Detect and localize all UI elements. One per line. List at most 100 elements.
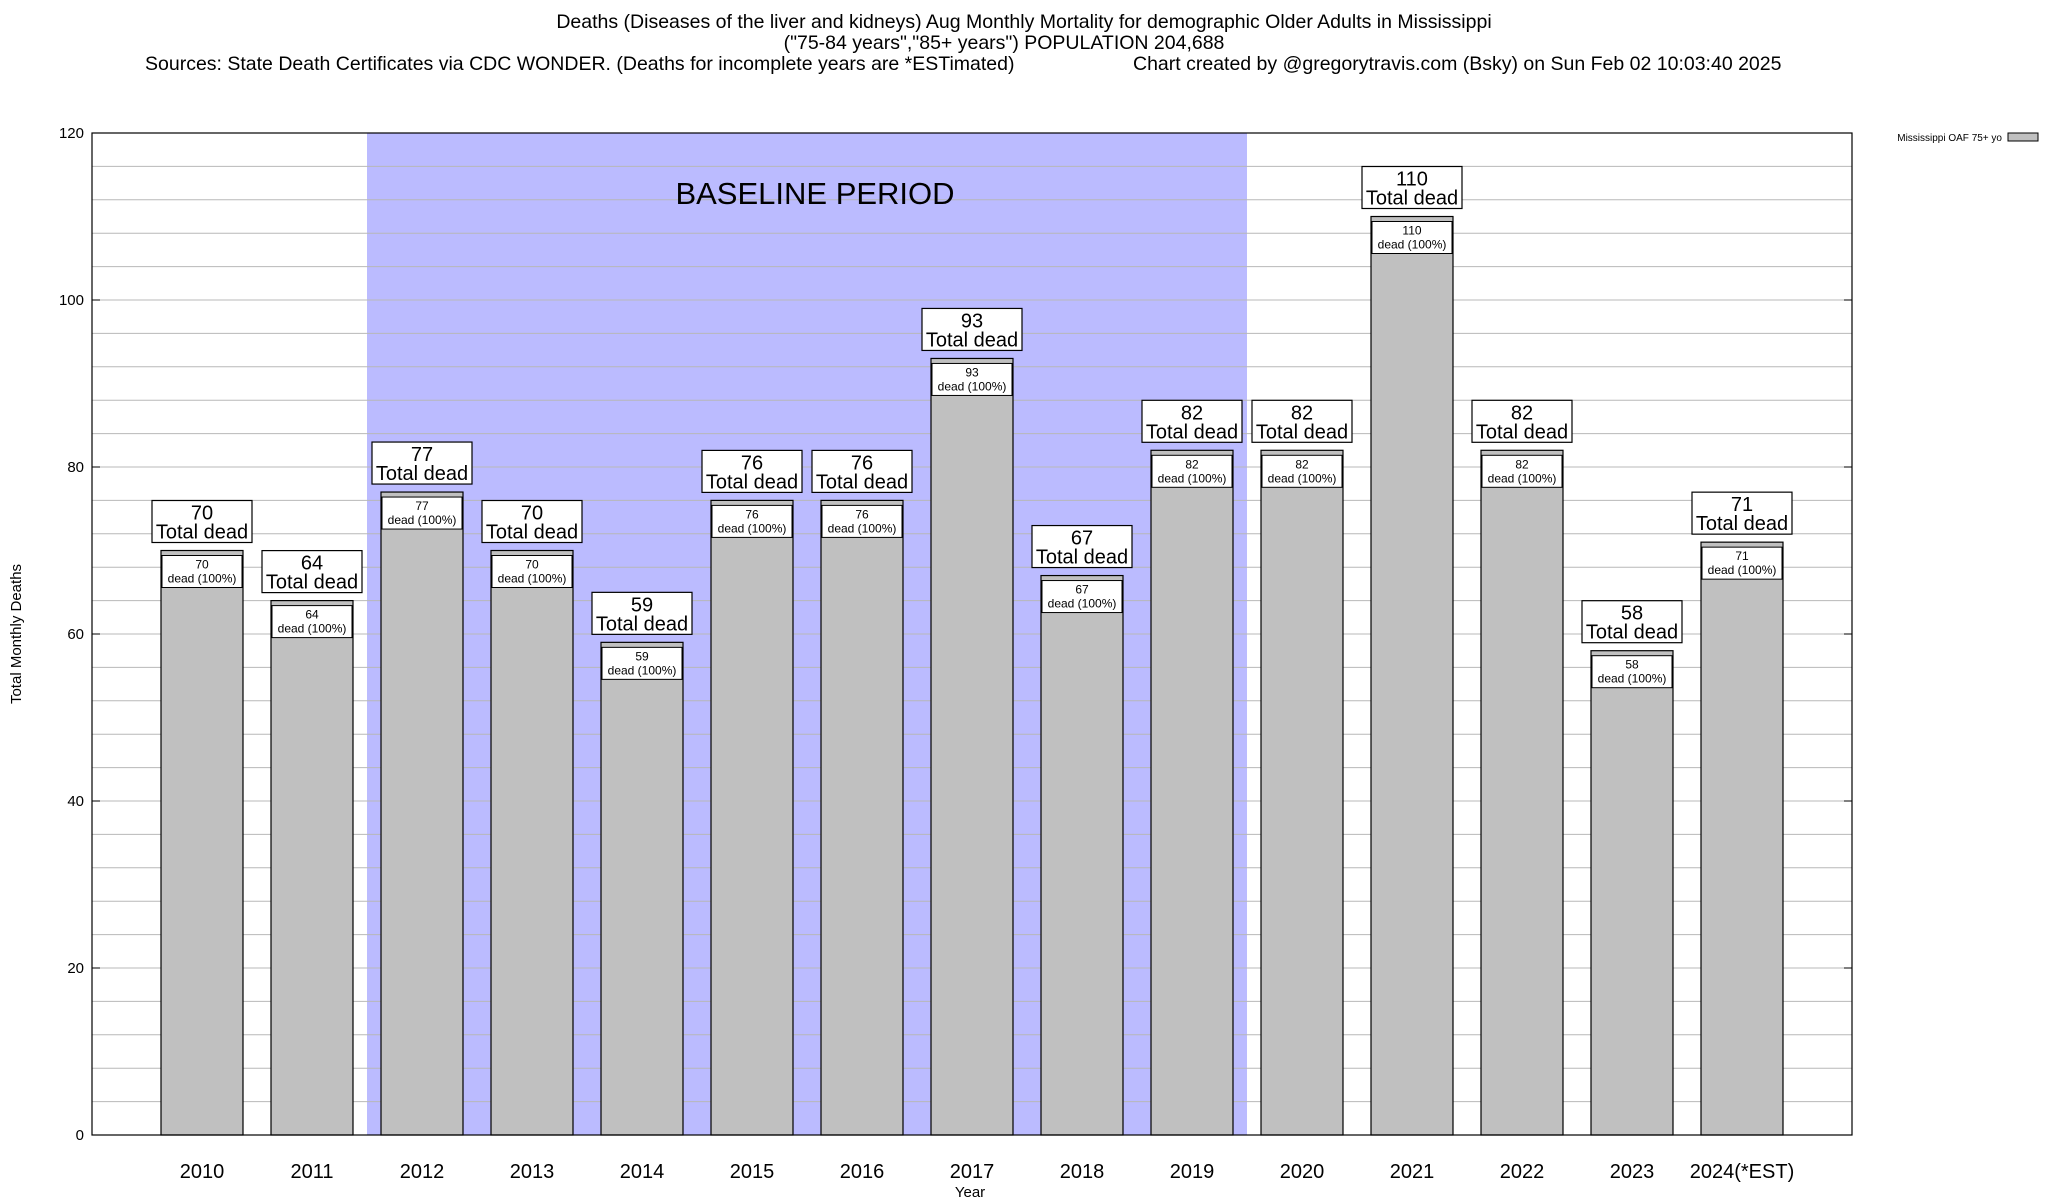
bar-inner-label-box <box>491 555 573 588</box>
bar-inner-value: 110 <box>1402 224 1421 238</box>
bar-total-label-box <box>1361 165 1463 210</box>
bar-inner-value: 58 <box>1625 658 1639 672</box>
bar-total-label: Total dead <box>1696 513 1788 535</box>
bar <box>930 357 1014 1136</box>
bar <box>820 499 904 1136</box>
y-tick-label: 100 <box>59 292 84 309</box>
y-tick-label: 40 <box>67 793 84 810</box>
bar <box>1370 215 1454 1136</box>
bar-total-value: 64 <box>301 553 323 575</box>
chart-titles: Deaths (Diseases of the liver and kidney… <box>0 12 2048 75</box>
x-tick-label: 2016 <box>840 1161 885 1183</box>
bar-total-label-box <box>1251 399 1353 443</box>
y-tick-label: 80 <box>67 459 84 476</box>
bar-total-value: 70 <box>521 503 543 525</box>
bar-inner-value: 77 <box>415 499 429 513</box>
bar <box>160 549 244 1136</box>
baseline-period-label: BASELINE PERIOD <box>675 176 954 211</box>
bar-total-value: 82 <box>1291 402 1313 424</box>
bar <box>1700 541 1784 1136</box>
bar-total-label: Total dead <box>156 522 248 544</box>
bar <box>1150 449 1234 1136</box>
bar-inner-label-box <box>1151 454 1233 488</box>
bar-inner-value: 70 <box>525 558 539 572</box>
bar-inner-value: 76 <box>745 507 759 521</box>
bar-inner-value: 59 <box>635 649 649 663</box>
bar-total-label: Total dead <box>1476 421 1568 443</box>
bar-inner-label-box <box>601 646 683 680</box>
y-tick-label: 20 <box>67 960 84 977</box>
bar-inner-value: 71 <box>1735 549 1749 563</box>
bar-total-label-box <box>1471 399 1573 443</box>
bar <box>490 549 574 1136</box>
chart-credit: Chart created by @gregorytravis.com (Bsk… <box>1133 53 1782 75</box>
bar-total-value: 67 <box>1071 528 1093 550</box>
bar-inner-label: dead (100%) <box>388 513 457 527</box>
bar-total-label-box <box>811 449 913 493</box>
plot-border <box>91 132 1853 1136</box>
bar-total-label-box <box>371 441 473 485</box>
y-axis-label: Total Monthly Deaths <box>8 564 25 704</box>
bar <box>380 491 464 1136</box>
bar-total-label: Total dead <box>376 463 468 485</box>
bar-inner-label: dead (100%) <box>278 622 347 636</box>
bar-inner-value: 76 <box>855 507 869 521</box>
x-tick-label: 2011 <box>290 1161 333 1183</box>
bar-total-label: Total dead <box>1036 547 1128 569</box>
bar-inner-label: dead (100%) <box>608 663 677 677</box>
bar-total-label-box <box>1581 600 1683 644</box>
bar-total-label-box <box>591 591 693 635</box>
bar-total-value: 58 <box>1621 603 1643 625</box>
bar-inner-label-box <box>711 504 793 538</box>
bar-inner-label: dead (100%) <box>498 572 567 586</box>
bar-inner-label-box <box>931 362 1013 396</box>
bar-inner-label: dead (100%) <box>1488 471 1557 485</box>
bar <box>710 499 794 1136</box>
bar-total-value: 71 <box>1731 494 1753 516</box>
bar-total-label: Total dead <box>1586 622 1678 644</box>
bar-total-label-box <box>1031 524 1133 569</box>
bar-total-value: 76 <box>851 452 873 474</box>
bar <box>1480 449 1564 1136</box>
bar-inner-label: dead (100%) <box>938 379 1007 393</box>
x-tick-label: 2017 <box>950 1161 995 1183</box>
bar-inner-label: dead (100%) <box>718 521 787 535</box>
bar-total-label-box <box>1141 399 1243 443</box>
chart-source-row: Sources: State Death Certificates via CD… <box>0 54 2048 75</box>
bar-total-label: Total dead <box>1366 188 1458 210</box>
x-axis-label: Year <box>955 1184 985 1200</box>
bar-inner-value: 70 <box>195 558 209 572</box>
bar-inner-label: dead (100%) <box>1268 471 1337 485</box>
bar-inner-label: dead (100%) <box>1708 563 1777 577</box>
bar-total-label: Total dead <box>266 572 358 594</box>
x-tick-label: 2015 <box>730 1161 775 1183</box>
x-tick-label: 2014 <box>620 1161 665 1183</box>
bar-total-value: 77 <box>411 444 433 466</box>
bar-inner-value: 64 <box>305 608 319 622</box>
bar <box>270 599 354 1136</box>
bar-inner-label-box <box>1041 580 1123 614</box>
bar-inner-label: dead (100%) <box>168 572 237 586</box>
x-tick-label: 2023 <box>1610 1161 1655 1183</box>
x-tick-label: 2022 <box>1500 1161 1545 1183</box>
bar-inner-label: dead (100%) <box>1048 597 1117 611</box>
x-tick-label: 2010 <box>180 1161 225 1183</box>
x-tick-label: 2020 <box>1280 1161 1325 1183</box>
bar-total-value: 59 <box>631 594 653 616</box>
x-tick-label: 2021 <box>1390 1161 1435 1183</box>
bar-inner-label-box <box>1481 454 1563 488</box>
x-tick-label: 2024(*EST) <box>1690 1161 1795 1183</box>
x-tick-label: 2018 <box>1060 1161 1105 1183</box>
legend-label: Mississippi OAF 75+ yo <box>1897 133 2002 144</box>
legend-swatch <box>2007 132 2039 142</box>
bar-total-value: 82 <box>1181 402 1203 424</box>
x-tick-label: 2013 <box>510 1161 555 1183</box>
bar-inner-label-box <box>381 496 463 530</box>
bar <box>600 641 684 1136</box>
chart-title: Deaths (Diseases of the liver and kidney… <box>556 11 1492 33</box>
bar-total-label: Total dead <box>706 471 798 493</box>
bar-inner-label-box <box>1701 546 1783 580</box>
bar-total-label: Total dead <box>816 471 908 493</box>
bar-inner-label: dead (100%) <box>1598 672 1667 686</box>
bar-inner-value: 82 <box>1515 457 1529 471</box>
